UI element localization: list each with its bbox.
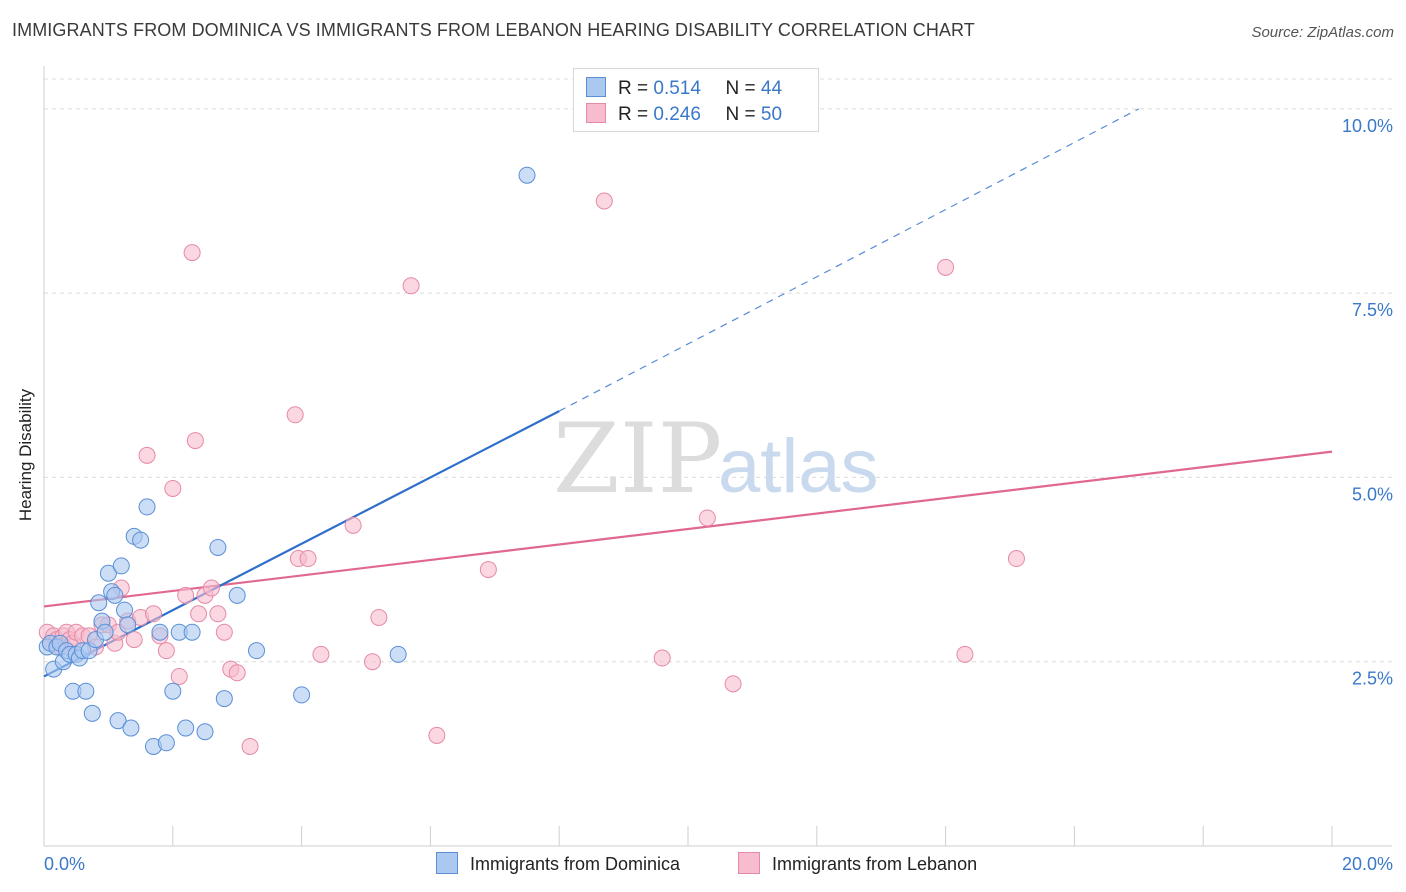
point-dominica [138,498,156,516]
r-value: 0.514 [653,78,701,99]
n-value: 50 [760,104,783,125]
point-dominica [164,682,182,700]
point-lebanon [724,675,742,693]
n-value: 44 [760,78,783,99]
point-lebanon [1007,550,1025,568]
point-lebanon [138,446,156,464]
point-lebanon [428,726,446,744]
legend-label-dominica: Immigrants from Dominica [470,854,681,874]
point-lebanon [228,664,246,682]
point-dominica [177,719,195,737]
point-lebanon [177,586,195,604]
point-lebanon [125,631,143,649]
point-lebanon [215,623,233,641]
legend-item-dominica[interactable]: Immigrants from Dominica [436,852,680,875]
y-tick-label: 5.0% [1352,484,1393,504]
point-dominica [248,642,266,660]
legend-label-lebanon: Immigrants from Lebanon [772,854,978,874]
point-lebanon [312,645,330,663]
point-dominica [96,623,114,641]
point-lebanon [241,737,259,755]
point-lebanon [363,653,381,671]
axes [43,66,1392,847]
point-dominica [293,686,311,704]
trend-line-dominica-extension [558,108,1140,412]
watermark: ZIP atlas [553,403,879,515]
point-dominica [77,682,95,700]
point-lebanon [170,667,188,685]
point-lebanon [186,432,204,450]
r-value: 0.246 [653,104,701,125]
data-points [38,166,1025,755]
y-tick-label: 10.0% [1342,116,1393,136]
point-dominica [99,564,117,582]
point-lebanon [144,605,162,623]
point-lebanon [370,608,388,626]
stats-box: R = 0.514 N = 44 R = 0.246 N = 50 [573,68,819,132]
chart-title: IMMIGRANTS FROM DOMINICA VS IMMIGRANTS F… [12,20,975,40]
source-label: Source: ZipAtlas.com [1251,24,1394,41]
point-lebanon [402,277,420,295]
point-dominica [116,601,133,619]
stats-row-lebanon: R = 0.246 N = 50 [586,103,782,129]
point-dominica [151,623,169,641]
x-tick-label-min: 0.0% [44,854,85,874]
point-dominica [112,557,130,575]
point-dominica [215,690,233,708]
swatch-dominica [586,77,606,97]
point-lebanon [183,244,201,262]
n-label: N = [725,104,756,125]
n-label: N = [725,78,756,99]
point-lebanon [209,605,227,623]
point-lebanon [299,550,317,568]
point-lebanon [937,258,955,276]
point-lebanon [344,516,362,534]
point-dominica [122,719,140,737]
point-dominica [228,586,246,604]
y-tick-label: 2.5% [1352,669,1393,689]
point-dominica [209,538,227,556]
grid-lines [44,78,1392,663]
y-tick-label: 7.5% [1352,300,1393,320]
point-dominica [196,723,214,741]
point-lebanon [595,192,613,210]
point-dominica [83,704,101,722]
point-lebanon [157,642,175,660]
x-tick-label-max: 20.0% [1342,854,1393,874]
point-lebanon [956,645,974,663]
point-lebanon [202,579,220,597]
stats-row-dominica: R = 0.514 N = 44 [586,77,782,103]
point-lebanon [479,561,497,579]
r-label: R = [618,104,649,125]
legend-item-lebanon[interactable]: Immigrants from Lebanon [738,852,977,875]
point-lebanon [698,509,716,527]
point-dominica [109,712,127,730]
watermark-zip: ZIP [553,403,722,515]
legend: Immigrants from Dominica Immigrants from… [0,852,1406,876]
r-label: R = [618,78,649,99]
legend-swatch-dominica [436,852,458,874]
point-dominica [157,734,175,752]
point-lebanon [190,605,208,623]
trend-line-lebanon [43,450,1333,608]
legend-swatch-lebanon [738,852,760,874]
point-dominica [132,531,150,549]
point-lebanon [164,479,182,497]
tick-labels: 2.5% 5.0% 7.5% 10.0% 0.0% 20.0% [44,116,1393,874]
point-dominica [90,594,108,612]
point-lebanon [286,406,304,424]
point-lebanon [653,649,671,667]
point-dominica [106,586,124,604]
point-dominica [389,645,407,663]
point-dominica [119,616,137,634]
y-axis-label: Hearing Disability [16,388,35,522]
watermark-atlas: atlas [718,424,879,509]
point-dominica [183,623,201,641]
swatch-lebanon [586,103,606,123]
point-dominica [518,166,536,184]
